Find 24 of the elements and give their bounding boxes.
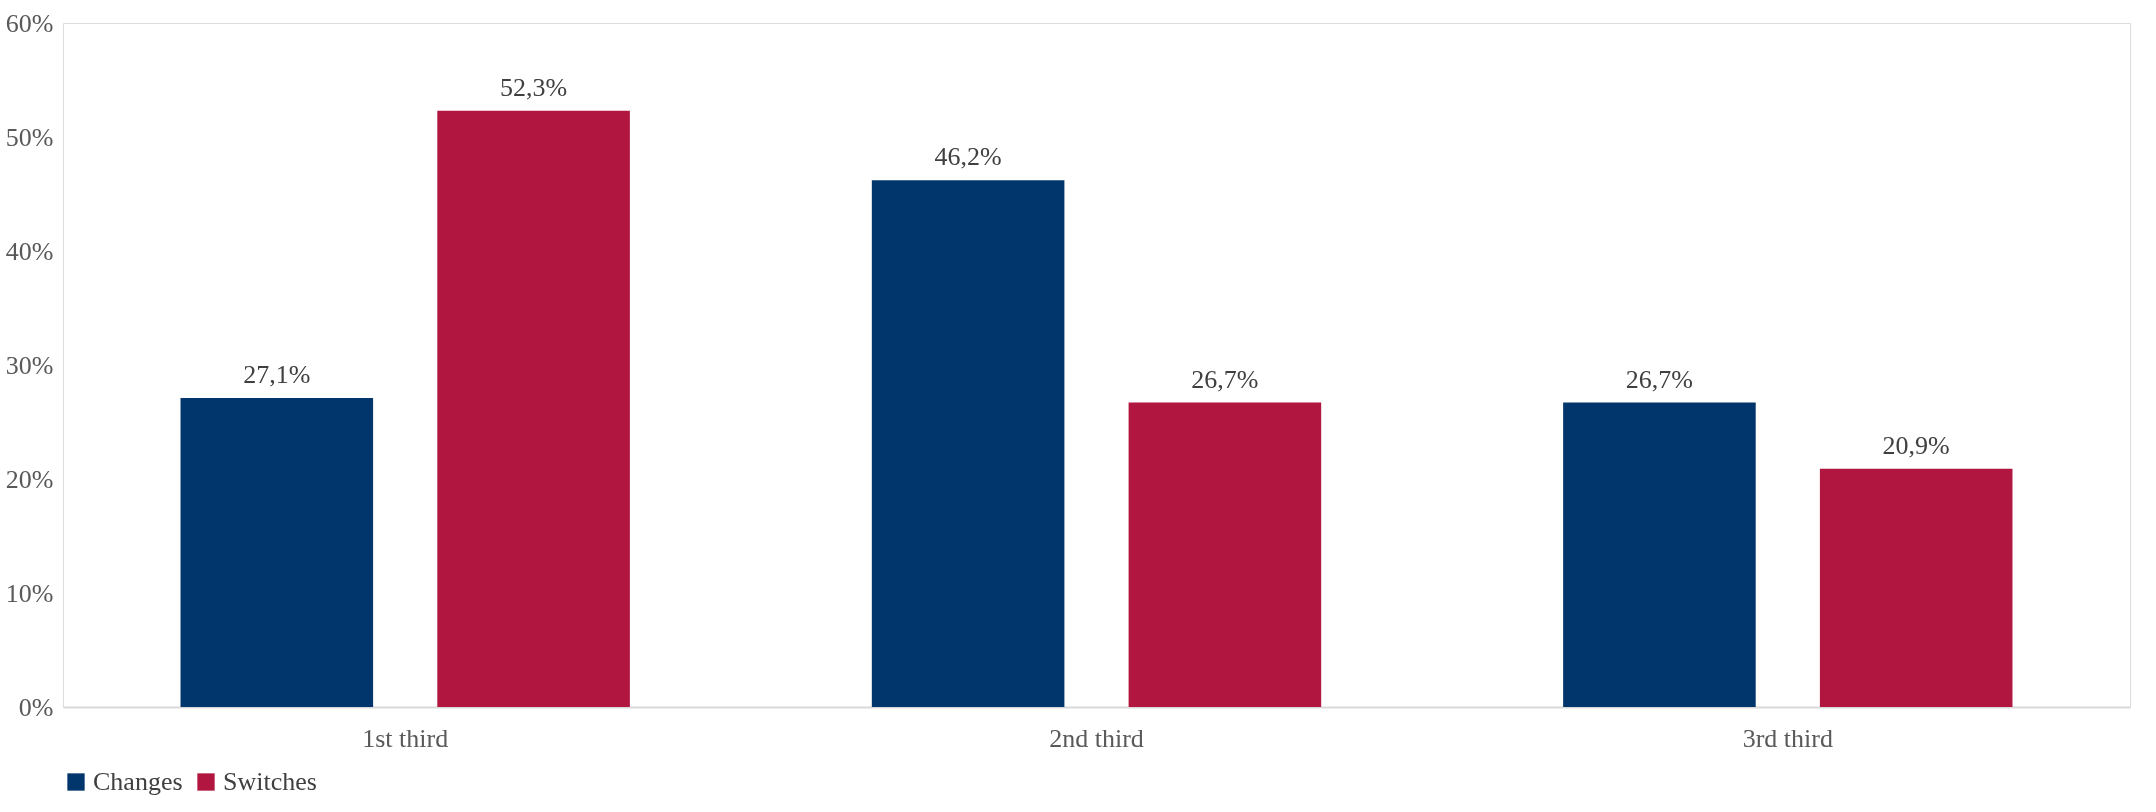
y-tick-label: 0% — [18, 692, 54, 722]
y-tick-label: 10% — [5, 578, 54, 608]
y-tick-label: 40% — [5, 236, 54, 266]
x-tick-label: 1st third — [362, 723, 449, 753]
data-label: 27,1% — [243, 360, 311, 390]
x-tick-label: 3rd third — [1742, 723, 1833, 753]
x-tick-label: 2nd third — [1049, 723, 1144, 753]
data-label: 26,7% — [1625, 364, 1694, 394]
legend-label: Changes — [93, 767, 183, 796]
bar — [871, 180, 1065, 707]
bar — [180, 398, 374, 707]
data-label: 20,9% — [1882, 430, 1950, 460]
y-tick-label: 50% — [5, 122, 54, 152]
bar — [1819, 468, 2013, 707]
legend-label: Switches — [223, 767, 317, 796]
bar — [1563, 402, 1756, 707]
data-label: 52,3% — [499, 72, 568, 102]
y-tick-label: 60% — [5, 8, 54, 38]
bar — [1128, 402, 1322, 707]
data-label: 46,2% — [934, 142, 1002, 172]
y-tick-label: 20% — [5, 464, 54, 494]
y-tick-label: 30% — [5, 350, 54, 380]
data-label: 26,7% — [1191, 364, 1259, 394]
bar — [437, 110, 630, 707]
